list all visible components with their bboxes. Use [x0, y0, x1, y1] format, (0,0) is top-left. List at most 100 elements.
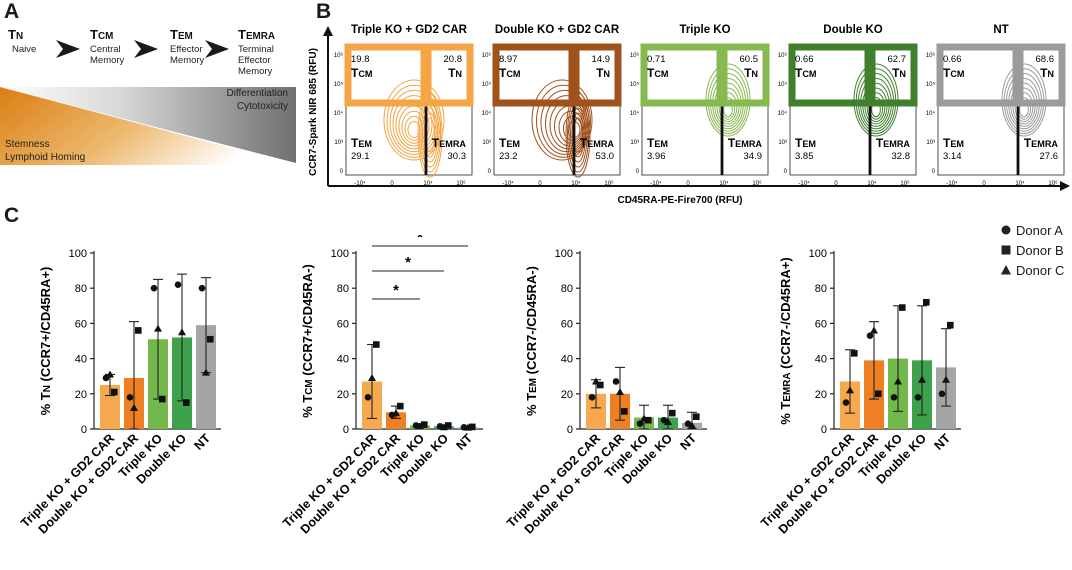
tcm-percentage: 0.66	[795, 54, 814, 65]
donor-b-point	[947, 321, 954, 329]
y-tick-label: 60	[75, 318, 87, 330]
y-tick-label: 20	[337, 389, 349, 401]
donor-c-point	[202, 368, 210, 376]
donor-a-point	[914, 394, 922, 401]
stage-2-abbr: TCM	[90, 27, 113, 42]
y-axis-label: % TCM (CCR7+/CD45RA-)	[300, 264, 315, 418]
donor-a-point	[388, 411, 396, 419]
cytotoxicity-label: Cytotoxicity	[237, 101, 288, 112]
temra-percentage: 34.9	[744, 151, 763, 162]
stage-3-desc: Memory	[170, 55, 205, 66]
tn-percentage: 60.5	[740, 54, 759, 65]
y-tick-label: 10⁵	[926, 81, 936, 88]
category-label: NT	[677, 431, 699, 453]
donor-b-point	[183, 399, 190, 406]
donor-a-point	[938, 390, 946, 398]
panel-label-c: C	[4, 204, 20, 227]
donor-c-point	[416, 422, 424, 430]
tn-label: TN	[448, 66, 462, 80]
donor-legend: Donor A Donor B Donor C	[1000, 220, 1072, 280]
y-tick-label: 10⁶	[630, 52, 640, 59]
y-tick-label: 10⁴	[926, 110, 936, 117]
donor-c-point	[640, 414, 648, 422]
donor-c-point	[870, 326, 878, 334]
tn-gate-highlight	[572, 43, 622, 107]
y-axis-label: % TEMRA (CCR7-/CD45RA+)	[778, 257, 793, 424]
legend-label-donor-b: Donor B	[1016, 242, 1064, 258]
tn-label: TN	[1040, 66, 1054, 80]
stage-4-desc: Terminal	[238, 44, 274, 55]
tn-label: TN	[596, 66, 610, 80]
tn-gate-highlight	[868, 43, 918, 107]
tem-label: TEM	[351, 136, 372, 150]
tem-label: TEM	[795, 136, 816, 150]
y-tick-label: 40	[561, 354, 573, 366]
y-tick-label: 10³	[482, 140, 491, 146]
x-tick-label: 10⁶	[1048, 180, 1058, 187]
y-tick-label: 60	[337, 318, 349, 330]
bar-chart-tcm: % TCM (CCR7+/CD45RA-) 0 20 40 60 80 100 Triple …	[282, 235, 483, 537]
tcm-percentage: 0.71	[647, 54, 666, 65]
stage-3-abbr: TEM	[170, 27, 193, 42]
donor-a-point	[612, 378, 620, 385]
category-label: NT	[931, 431, 953, 453]
stage-2-desc: Central	[90, 44, 121, 55]
tn-gate-highlight	[424, 43, 474, 107]
y-tick-label: 40	[75, 354, 87, 366]
donor-a-point	[588, 394, 596, 401]
donor-b-point	[135, 327, 142, 334]
donor-a-point	[636, 420, 644, 428]
flow-plot-title: Triple KO + GD2 CAR	[351, 24, 468, 36]
legend-item-donor-b: Donor B	[1000, 240, 1072, 260]
tcm-gate-highlight	[344, 43, 428, 107]
temra-label: TEMRA	[432, 136, 467, 150]
legend-label-donor-c: Donor C	[1016, 262, 1065, 278]
flow-cytometry-plots: Triple KO + GD2 CAR19.8TCM20.8TNTEM29.1T…	[308, 24, 1070, 206]
x-tick-label: 10⁶	[752, 180, 762, 187]
y-tick-label: 10⁶	[778, 52, 788, 59]
y-tick-label: 60	[561, 318, 573, 330]
x-tick-label: 10⁴	[867, 180, 877, 187]
donor-c-point	[616, 388, 624, 396]
stage-2-desc: Memory	[90, 55, 125, 66]
legend-item-donor-a: Donor A	[1000, 220, 1072, 240]
tem-percentage: 3.96	[647, 151, 666, 162]
donor-b-point	[899, 304, 906, 311]
y-tick-label: 0	[567, 424, 573, 436]
donor-a-point	[660, 416, 668, 424]
x-tick-label: 0	[686, 181, 690, 187]
donor-c-point	[894, 377, 902, 385]
x-tick-label: 0	[390, 181, 394, 187]
category-label: NT	[191, 431, 213, 453]
legend-item-donor-c: Donor C	[1000, 260, 1072, 280]
category-label: Double KO + GD2 CAR	[522, 431, 627, 536]
flow-plot-title: Double KO	[823, 24, 882, 36]
donor-b-point	[851, 350, 858, 357]
donor-c-point	[846, 386, 854, 394]
donor-c-point	[368, 373, 376, 381]
y-tick-label: 0	[784, 169, 788, 175]
tn-gate-highlight	[1016, 43, 1066, 107]
donor-c-point	[130, 403, 138, 411]
y-tick-label: 40	[815, 354, 827, 366]
temra-percentage: 32.8	[892, 151, 911, 162]
category-label: Triple KO + GD2 CAR	[282, 431, 379, 530]
donor-c-point	[688, 421, 696, 429]
y-tick-label: 100	[69, 248, 87, 260]
y-tick-label: 0	[932, 169, 936, 175]
tn-percentage: 62.7	[888, 54, 907, 65]
donor-c-point	[154, 324, 162, 332]
x-tick-label: -10⁴	[354, 180, 366, 187]
y-tick-label: 80	[75, 283, 87, 295]
donor-c-point	[464, 423, 472, 431]
y-tick-label: 100	[331, 248, 349, 260]
x-tick-label: 10⁶	[604, 180, 614, 187]
tcm-percentage: 19.8	[351, 54, 370, 65]
donor-c-point	[392, 409, 400, 417]
y-tick-label: 10⁴	[778, 110, 788, 117]
differentiation-label: Differentiation	[226, 88, 288, 99]
x-tick-label: 0	[834, 181, 838, 187]
y-tick-label: 10⁴	[334, 110, 344, 117]
y-axis-label: % TN (CCR7+/CD45RA+)	[38, 267, 53, 416]
